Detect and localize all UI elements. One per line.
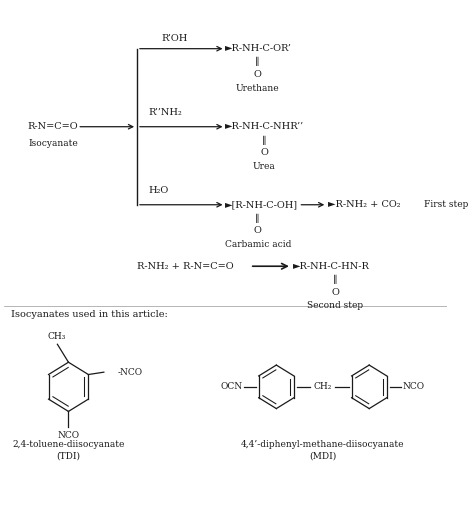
Text: R’’NH₂: R’’NH₂: [148, 108, 182, 117]
Text: (MDI): (MDI): [309, 452, 337, 461]
Text: Second step: Second step: [307, 301, 363, 310]
Text: ∥: ∥: [262, 137, 267, 145]
Text: OCN: OCN: [220, 382, 243, 391]
Text: O: O: [260, 148, 268, 157]
Text: Isocyanates used in this article:: Isocyanates used in this article:: [11, 310, 168, 319]
Text: ►R-NH₂ + CO₂: ►R-NH₂ + CO₂: [328, 200, 401, 209]
Text: -NCO: -NCO: [118, 368, 143, 377]
Text: ∥: ∥: [255, 214, 260, 223]
Text: Isocyanate: Isocyanate: [28, 139, 78, 148]
Text: Carbamic acid: Carbamic acid: [225, 241, 291, 249]
Text: ►R-NH-C-NHR’’: ►R-NH-C-NHR’’: [226, 122, 305, 131]
Text: R’OH: R’OH: [161, 34, 188, 43]
Text: R-NH₂ + R-N=C=O: R-NH₂ + R-N=C=O: [137, 262, 234, 271]
Text: 4,4’-diphenyl-methane-diisocyanate: 4,4’-diphenyl-methane-diisocyanate: [241, 440, 404, 449]
Text: Urethane: Urethane: [236, 84, 280, 94]
Text: H₂O: H₂O: [148, 186, 168, 195]
Text: ►R-NH-C-HN-R: ►R-NH-C-HN-R: [292, 262, 370, 271]
Text: ∥: ∥: [255, 58, 260, 67]
Text: First step: First step: [425, 200, 469, 209]
Text: O: O: [254, 70, 262, 79]
Text: NCO: NCO: [403, 382, 425, 391]
Text: Urea: Urea: [253, 163, 276, 172]
Text: ►R-NH-C-OR’: ►R-NH-C-OR’: [226, 44, 292, 53]
Text: ∥: ∥: [333, 276, 337, 285]
Text: R-N=C=O: R-N=C=O: [27, 122, 78, 131]
Text: O: O: [254, 226, 262, 235]
Text: 2,4-toluene-diisocyanate: 2,4-toluene-diisocyanate: [12, 440, 125, 449]
Text: NCO: NCO: [57, 430, 80, 439]
Text: (TDI): (TDI): [56, 452, 81, 461]
Text: ►[R-NH-C-OH]: ►[R-NH-C-OH]: [226, 200, 299, 209]
Text: O: O: [331, 288, 339, 297]
Text: CH₃: CH₃: [47, 332, 66, 340]
Text: CH₂: CH₂: [314, 382, 332, 391]
